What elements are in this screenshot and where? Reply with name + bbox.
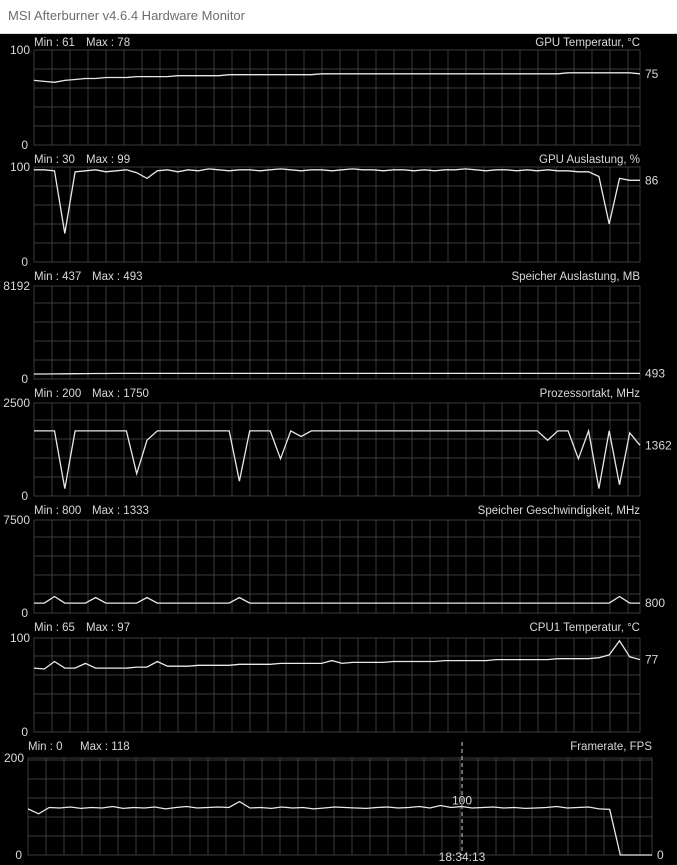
y-min-label: 0 [21, 606, 28, 620]
series-line [33, 639, 641, 670]
graph-title: Speicher Geschwindigkeit, MHz [478, 505, 641, 517]
plot-frame [33, 402, 641, 497]
current-value: 77 [645, 653, 659, 667]
graph-grid [33, 638, 640, 733]
min-label: Min : 800 [34, 505, 81, 517]
series-line [34, 595, 640, 604]
max-label: Max : 97 [86, 622, 130, 634]
series-line [27, 800, 652, 856]
max-label: Max : 493 [92, 271, 143, 283]
current-value: 0 [657, 848, 664, 862]
max-label: Max : 1750 [92, 388, 149, 400]
graph-grid [33, 166, 640, 263]
plot-frame [33, 637, 641, 733]
graph-grid [33, 286, 640, 380]
graph-panel[interactable]: Min : 200 Max : 1750 Prozessortakt, MHz 250… [3, 388, 672, 503]
current-value: 75 [645, 67, 659, 81]
min-label: Min : 61 [34, 37, 75, 49]
min-label: Min : 0 [28, 741, 63, 753]
plot-frame [33, 166, 641, 263]
y-max-label: 200 [4, 751, 24, 765]
min-label: Min : 437 [34, 271, 81, 283]
y-max-label: 8192 [3, 279, 30, 293]
y-min-label: 0 [21, 255, 28, 269]
cursor-value: 100 [452, 794, 472, 808]
y-max-label: 100 [10, 160, 30, 174]
plot-frame [33, 519, 641, 614]
graph-panel[interactable]: Min : 65 Max : 97 CPU1 Temperatur, °C 100 0 7… [10, 622, 659, 739]
graph-panel[interactable]: Min : 437 Max : 493 Speicher Auslastung, M… [3, 271, 665, 386]
plot-frame [33, 285, 641, 380]
min-label: Min : 30 [34, 154, 75, 166]
plot-frame [27, 757, 653, 856]
graph-title: Speicher Auslastung, MB [512, 271, 641, 283]
graph-grid [33, 403, 640, 497]
series-line [34, 168, 640, 234]
y-min-label: 0 [21, 489, 28, 503]
series-line [34, 372, 640, 375]
graph-title: CPU1 Temperatur, °C [530, 622, 641, 634]
graph-title: GPU Temperatur, °C [535, 37, 640, 49]
series-line [34, 428, 641, 489]
max-label: Max : 118 [80, 741, 130, 753]
window-title: MSI Afterburner v4.6.4 Hardware Monitor [8, 8, 245, 23]
graph-grid [33, 520, 640, 614]
y-min-label: 0 [21, 725, 28, 739]
min-label: Min : 200 [34, 388, 81, 400]
graph-title: GPU Auslastung, % [539, 154, 640, 166]
max-label: Max : 99 [86, 154, 130, 166]
current-value: 1362 [645, 438, 672, 452]
min-label: Min : 65 [34, 622, 75, 634]
current-value: 86 [645, 173, 659, 187]
graph-grid [33, 49, 640, 146]
graph-panel[interactable]: Min : 61 Max : 78 GPU Temperatur, °C 100 0 75 [10, 37, 659, 152]
max-label: Max : 78 [86, 37, 130, 49]
current-value: 800 [645, 596, 665, 610]
max-label: Max : 1333 [92, 505, 149, 517]
y-min-label: 0 [15, 848, 22, 862]
title-bar[interactable]: MSI Afterburner v4.6.4 Hardware Monitor [0, 0, 677, 34]
graph-panel[interactable]: Min : 800 Max : 1333 Speicher Geschwindigk… [3, 505, 665, 620]
cursor-time: 18:34:13 [439, 850, 486, 864]
graph-title: Prozessortakt, MHz [540, 388, 641, 400]
y-max-label: 100 [10, 631, 30, 645]
current-value: 493 [645, 366, 665, 380]
y-min-label: 0 [21, 138, 28, 152]
hardware-monitor-graphs[interactable]: Min : 61 Max : 78 GPU Temperatur, °C 100 0 75… [0, 34, 677, 865]
graph-title: Framerate, FPS [570, 741, 652, 753]
graph-panel[interactable]: Min : 0 Max : 118 Framerate, FPS 200 0 0 100 18… [4, 741, 664, 864]
y-max-label: 2500 [3, 396, 30, 410]
graph-panel[interactable]: Min : 30 Max : 99 GPU Auslastung, % 100 0 86 [10, 154, 659, 269]
plot-frame [33, 49, 641, 146]
y-max-label: 7500 [3, 513, 30, 527]
y-min-label: 0 [21, 372, 28, 386]
series-line [33, 72, 641, 83]
y-max-label: 100 [10, 43, 30, 57]
